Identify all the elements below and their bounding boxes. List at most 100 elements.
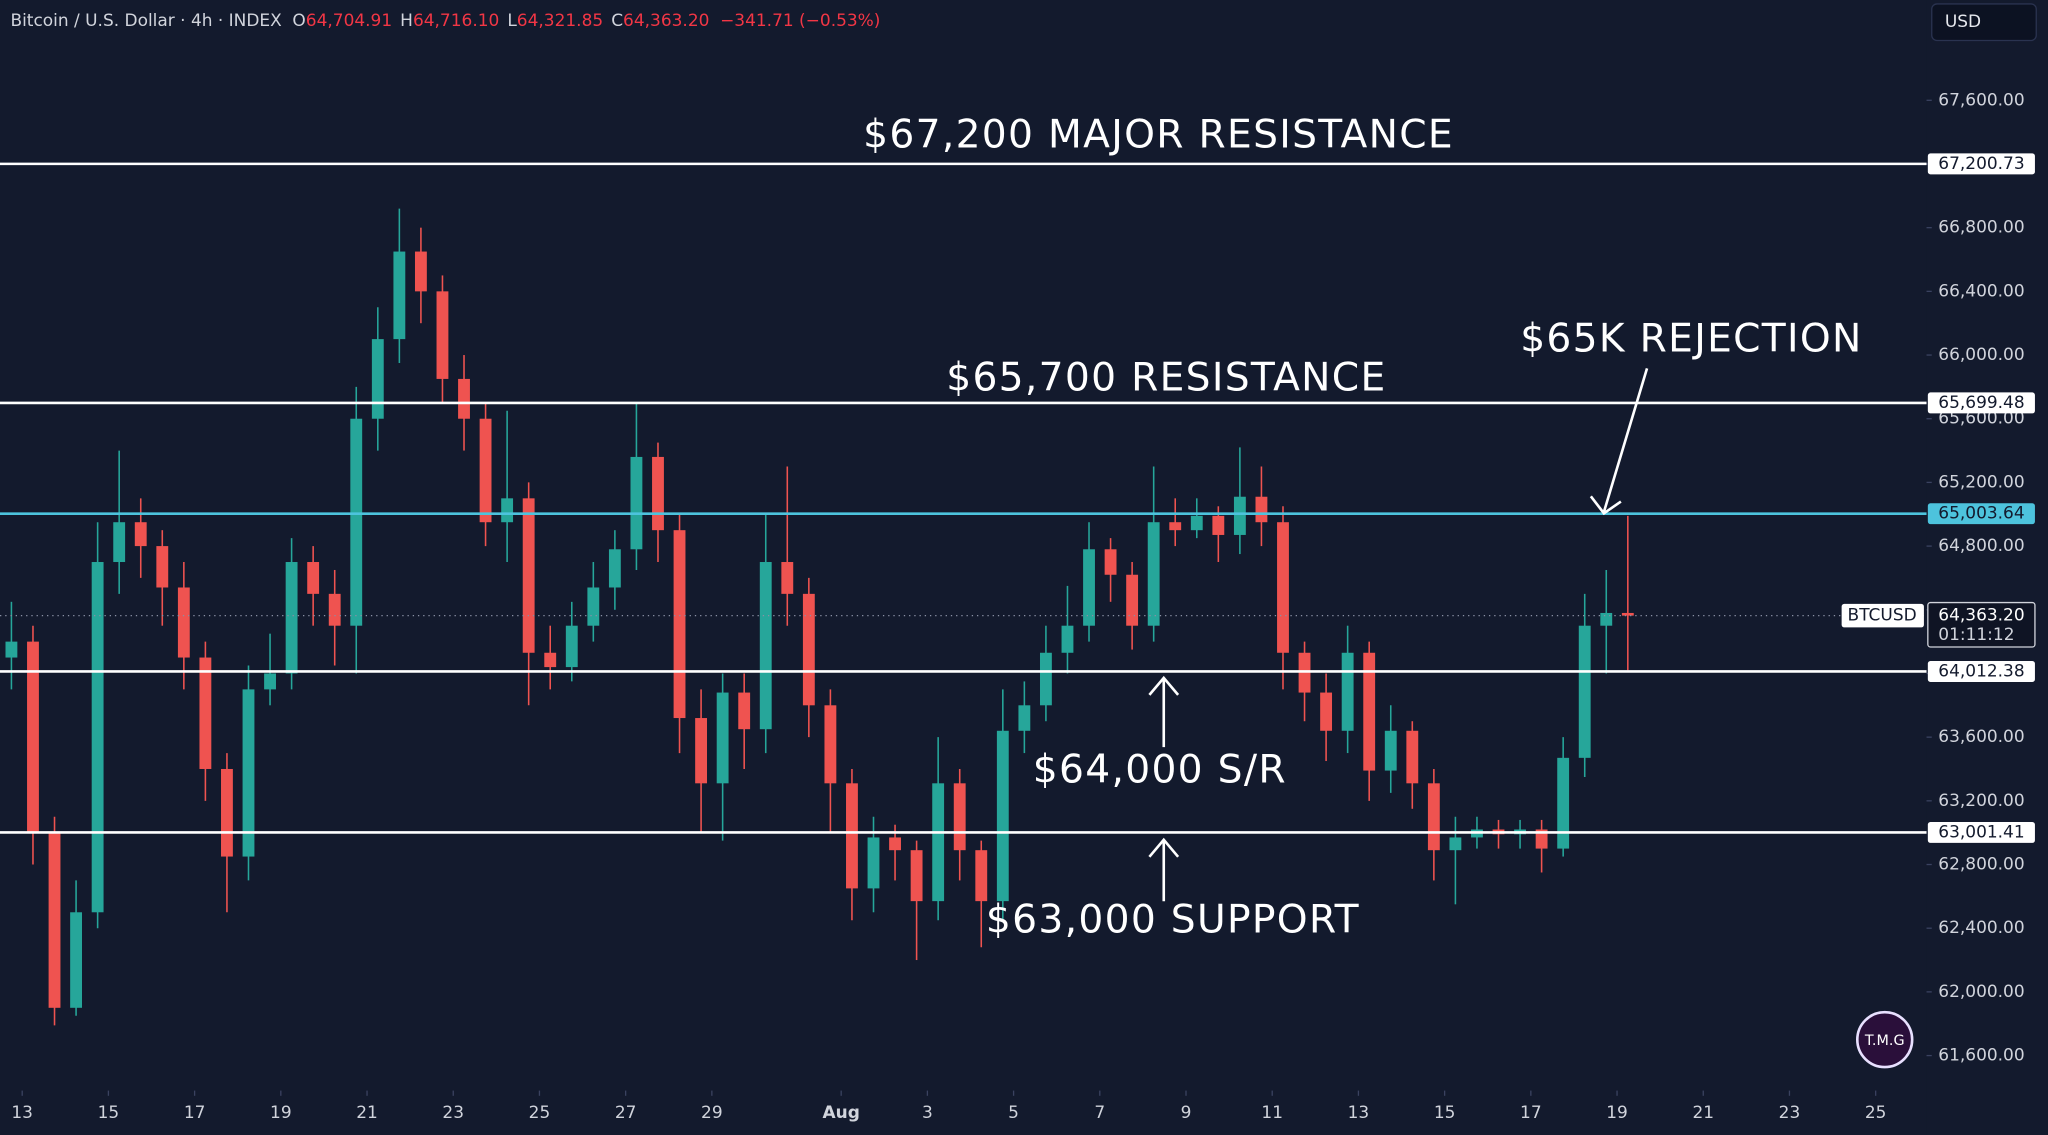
annotation: $67,200 MAJOR RESISTANCE: [863, 113, 1454, 158]
high: 64,716.10: [413, 11, 499, 31]
candle-body: [1341, 652, 1354, 731]
candle-body: [695, 718, 708, 784]
y-tick-label: 67,600.00: [1938, 90, 2024, 110]
y-tick-label: 65,200.00: [1938, 472, 2024, 492]
y-tick-label: 62,800.00: [1938, 855, 2024, 875]
candle-body: [5, 641, 18, 658]
y-tick-label: 62,400.00: [1938, 918, 2024, 938]
candle-body: [371, 339, 384, 419]
candle-body: [113, 522, 126, 563]
x-tick-label: 29: [701, 1103, 723, 1123]
candle-body: [1255, 496, 1268, 523]
x-tick-label: 11: [1261, 1103, 1283, 1123]
open: 64,704.91: [306, 11, 392, 31]
high-label: H: [400, 11, 413, 31]
y-tick-label: 61,600.00: [1938, 1046, 2024, 1066]
arrow: [1148, 675, 1180, 748]
x-tick-label: 17: [184, 1103, 206, 1123]
candle-body: [479, 418, 492, 523]
currency-button[interactable]: [1931, 3, 2037, 42]
candle-body: [221, 768, 233, 857]
candle-body: [27, 641, 39, 833]
last-price-label: 64,363.20: [1938, 606, 2024, 626]
candle-body: [1277, 522, 1289, 653]
level-label: 63,001.41: [1938, 822, 2024, 842]
level-tag: [1927, 503, 2035, 525]
candle-body: [587, 587, 600, 626]
candle-body: [910, 850, 923, 902]
candle-body: [1578, 625, 1591, 758]
price-tag: [1927, 601, 2036, 648]
candle-body: [70, 912, 83, 1008]
candle-body: [1083, 549, 1095, 626]
x-tick-label: 23: [442, 1103, 464, 1123]
candle-body: [1427, 783, 1440, 851]
close-label: C: [611, 11, 623, 31]
candle-body: [1233, 496, 1246, 535]
low-label: L: [507, 11, 517, 31]
y-tick-label: 65,600.00: [1938, 409, 2024, 429]
level-tag: [1927, 821, 2035, 843]
candle-body: [1147, 522, 1160, 626]
candles: [5, 208, 1634, 1026]
candle-body: [1363, 652, 1376, 771]
y-tick-label: 63,600.00: [1938, 727, 2024, 747]
x-tick-label: 25: [529, 1103, 551, 1123]
candle-body: [802, 593, 815, 706]
candle-body: [867, 837, 880, 889]
candle-body: [199, 657, 212, 769]
x-tick-label: 21: [356, 1103, 378, 1123]
x-tick-label: 27: [615, 1103, 637, 1123]
countdown: 01:11:12: [1938, 625, 2014, 645]
x-tick-label: 15: [1434, 1103, 1456, 1123]
candle-body: [716, 692, 729, 784]
arrow: [1148, 837, 1180, 902]
candle-body: [1535, 829, 1548, 849]
candle-body: [393, 251, 406, 340]
annotation: $64,000 S/R: [1033, 747, 1287, 792]
candle-body: [975, 850, 988, 902]
y-tick-label: 66,800.00: [1938, 218, 2024, 238]
x-tick-label: Aug: [822, 1103, 859, 1123]
x-tick-label: 15: [98, 1103, 120, 1123]
candle-body: [242, 689, 255, 857]
close: 64,363.20: [623, 11, 709, 31]
candle-body: [1039, 652, 1052, 706]
candle-body: [414, 251, 427, 292]
candle-body: [953, 783, 966, 851]
change: −341.71 (−0.53%): [720, 11, 880, 31]
candle-body: [156, 546, 169, 588]
annotation: $65,700 RESISTANCE: [946, 356, 1386, 401]
open-label: O: [292, 11, 305, 31]
y-tick-label: 66,000.00: [1938, 345, 2024, 365]
x-tick-label: 5: [1008, 1103, 1019, 1123]
candle-body: [285, 562, 298, 674]
symbol-label: BTCUSD: [1848, 606, 1917, 626]
y-tick-label: 63,200.00: [1938, 791, 2024, 811]
candle-body: [781, 562, 794, 594]
candle-body: [436, 291, 449, 379]
candle-body: [759, 562, 772, 730]
currency[interactable]: USD: [1945, 12, 1981, 32]
header: Bitcoin / U.S. Dollar · 4h · INDEX O64,7…: [10, 11, 880, 31]
annotation: $65K REJECTION: [1520, 316, 1862, 361]
level-tag: [1927, 392, 2035, 414]
candle-body: [1320, 692, 1333, 731]
candle-body: [307, 562, 320, 594]
low: 64,321.85: [517, 11, 603, 31]
level-tag: [1927, 661, 2035, 682]
x-tick-label: 7: [1094, 1103, 1105, 1123]
candle-body: [350, 418, 363, 626]
x-tick-label: 13: [11, 1103, 33, 1123]
arrow: [1589, 367, 1649, 516]
candle-body: [177, 587, 190, 658]
overlays: 67,200.73 65,699.48 65,003.64 64,012.38 63,0…: [0, 113, 2036, 943]
symbol-tag: [1841, 603, 1924, 628]
candle-body: [522, 498, 535, 653]
candle-body: [565, 625, 578, 668]
price-axis: [1926, 0, 2048, 1135]
candle-body: [1104, 549, 1117, 575]
x-tick-label: 23: [1779, 1103, 1801, 1123]
annotation: $63,000 SUPPORT: [986, 898, 1360, 943]
